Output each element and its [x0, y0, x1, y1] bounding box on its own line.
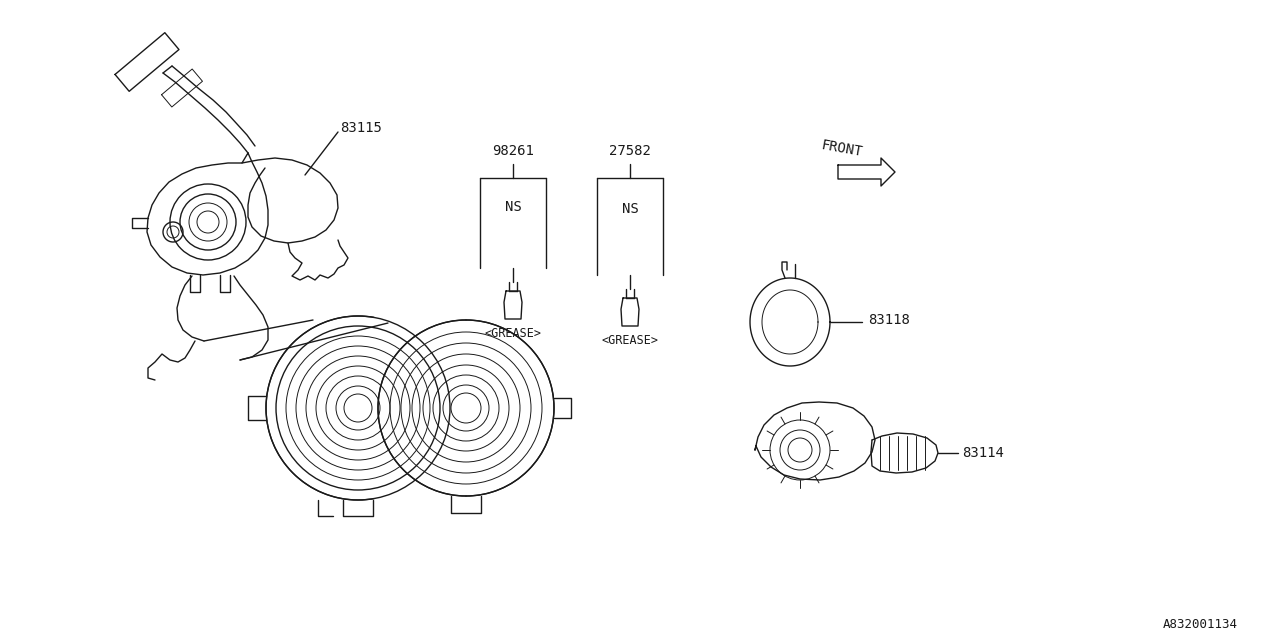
Text: NS: NS — [622, 202, 639, 216]
Text: <GREASE>: <GREASE> — [602, 333, 658, 346]
Text: FRONT: FRONT — [820, 138, 864, 159]
Text: <GREASE>: <GREASE> — [485, 326, 541, 339]
Text: 83115: 83115 — [340, 121, 381, 135]
Text: A832001134: A832001134 — [1164, 618, 1238, 630]
Text: 83114: 83114 — [963, 446, 1004, 460]
Text: 83118: 83118 — [868, 313, 910, 327]
Text: 98261: 98261 — [492, 144, 534, 158]
Text: NS: NS — [504, 200, 521, 214]
Text: 27582: 27582 — [609, 144, 652, 158]
